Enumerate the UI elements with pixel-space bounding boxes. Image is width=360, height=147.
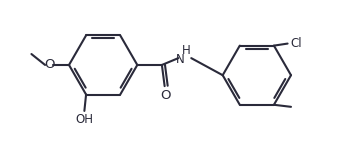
Text: N: N [176, 53, 185, 66]
Text: Cl: Cl [291, 37, 302, 50]
Text: OH: OH [75, 113, 93, 126]
Text: O: O [160, 88, 171, 102]
Text: O: O [44, 59, 54, 71]
Text: H: H [182, 44, 191, 57]
